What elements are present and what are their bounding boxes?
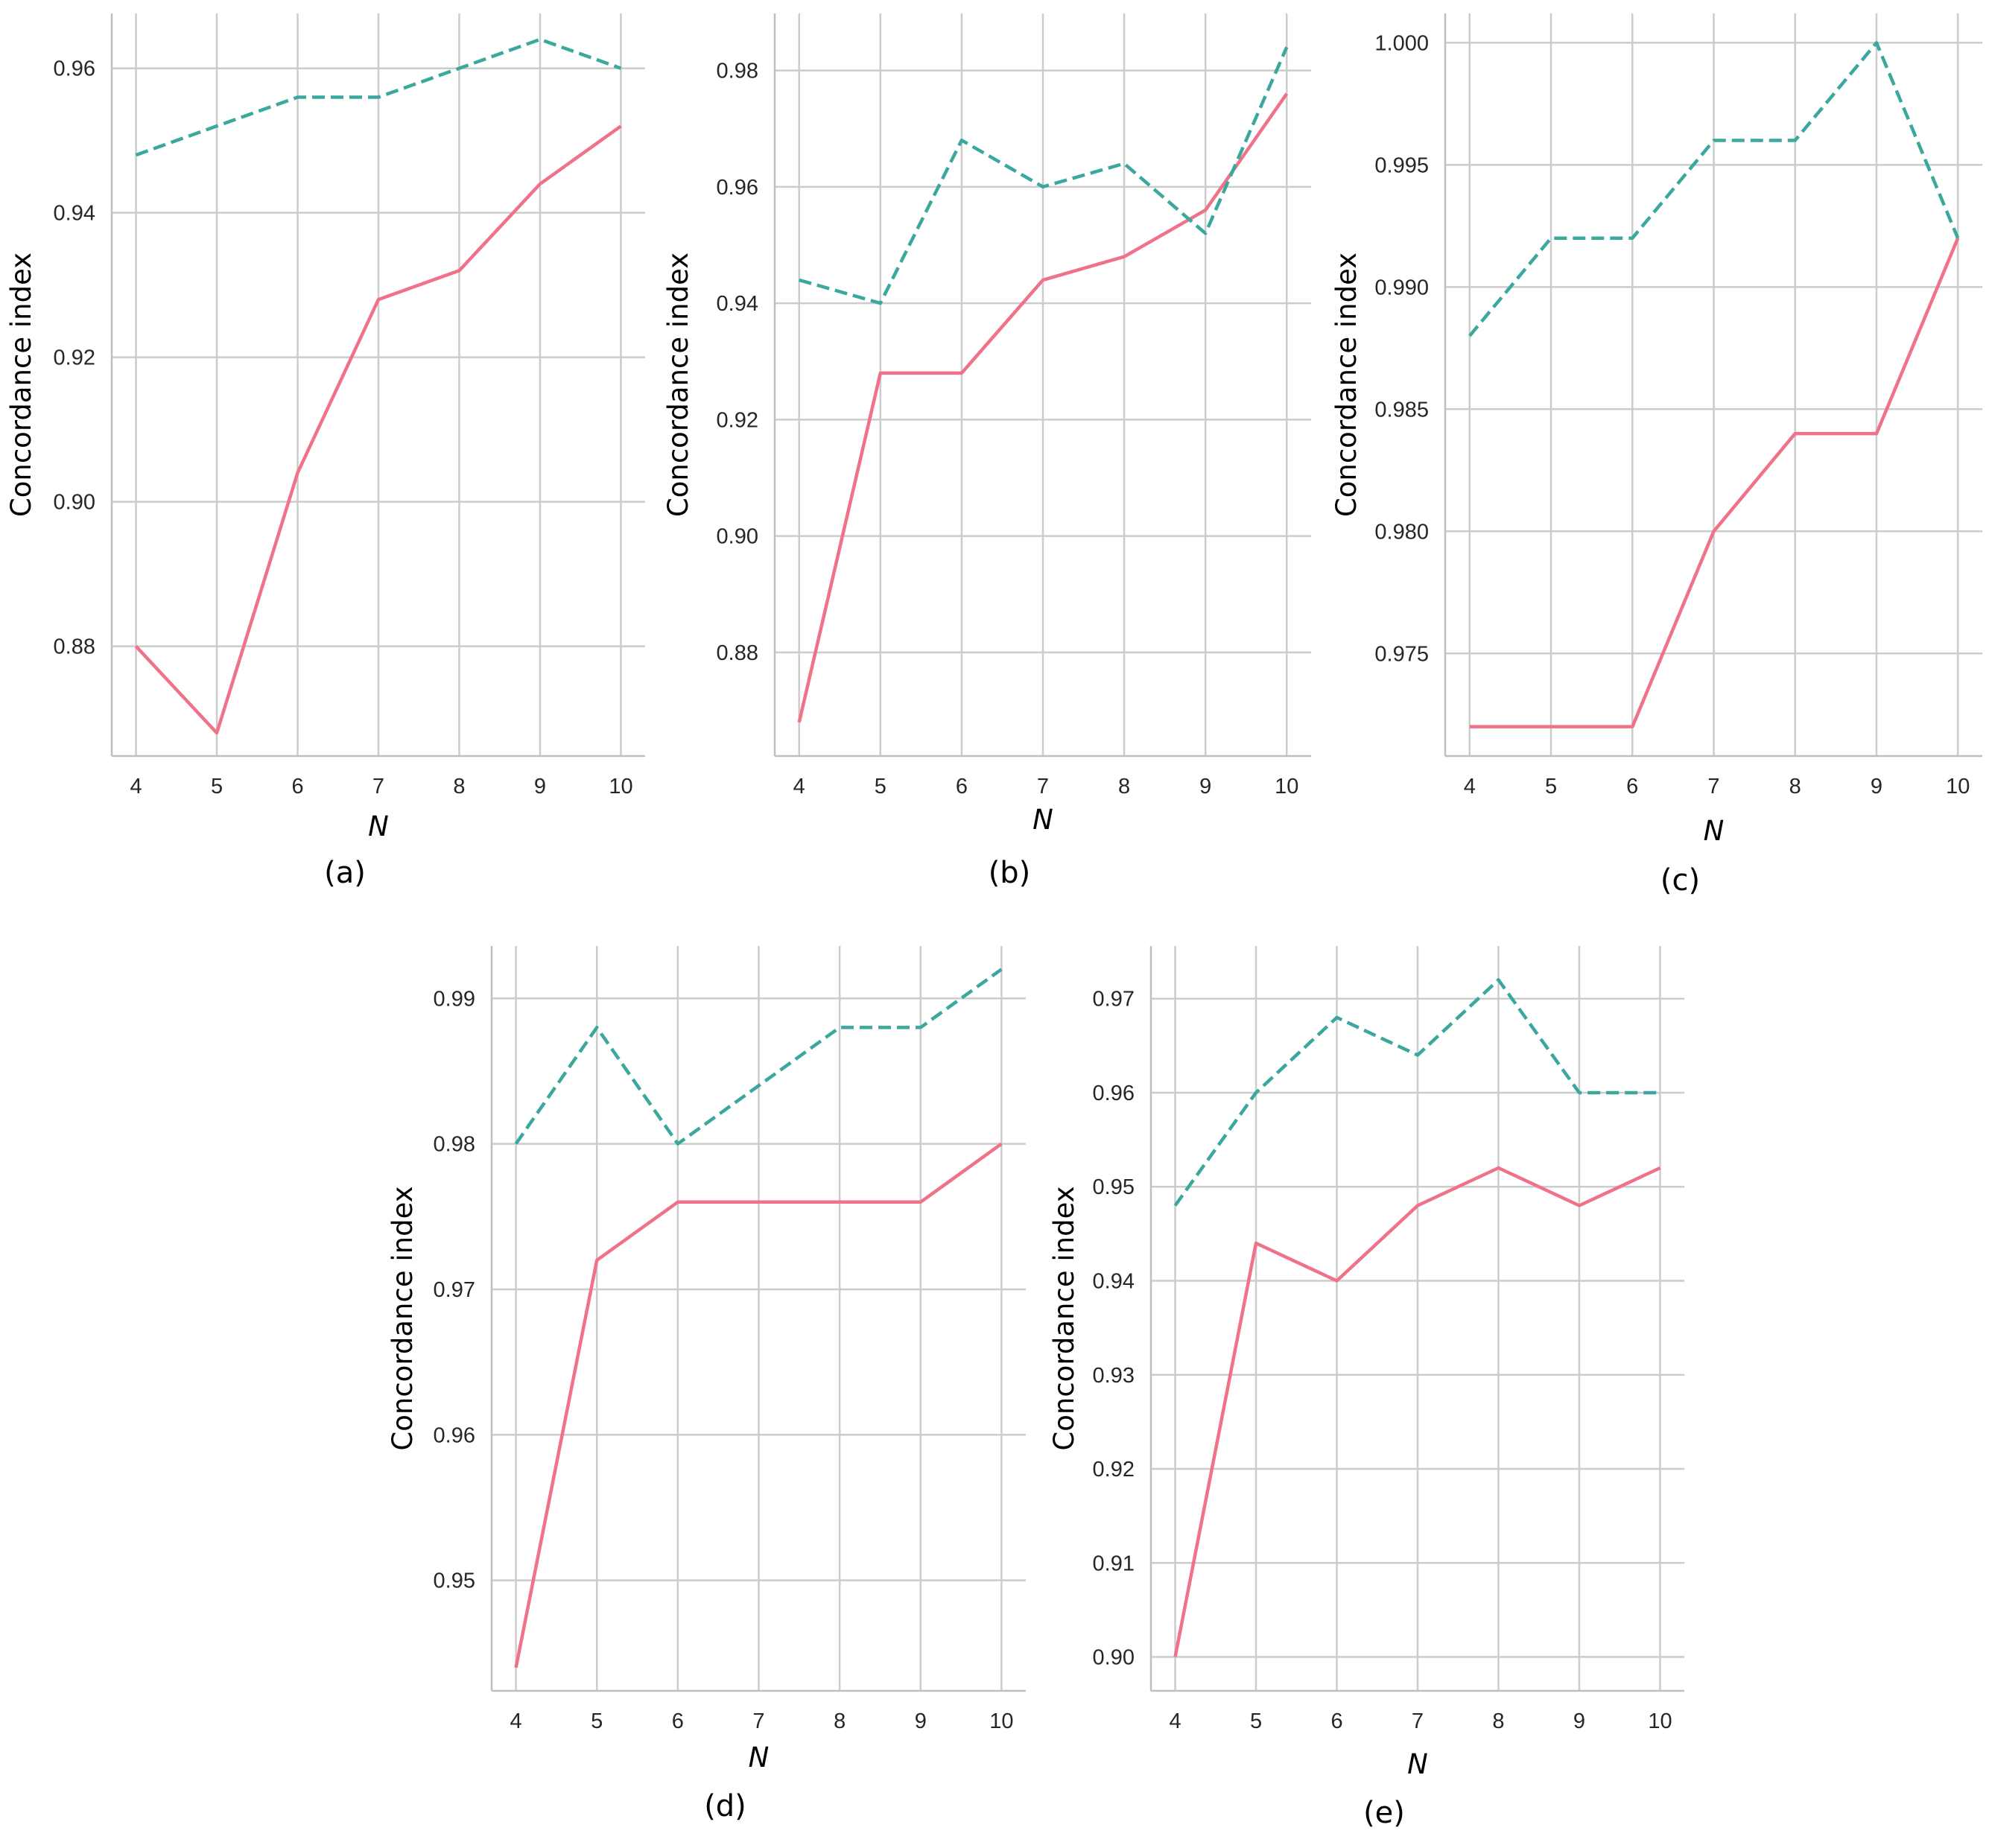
panel-e-ytick-label: 0.97: [1093, 988, 1135, 1012]
panel-d-xlabel: N: [749, 1741, 770, 1774]
panel-b-ylabel: Concordance index: [662, 253, 694, 517]
panel-e-series-solid-line: [1173, 1166, 1661, 1657]
panel-b-xtick-label: 4: [793, 775, 805, 798]
panel-c-ytick-label: 0.985: [1374, 398, 1429, 422]
panel-d-xtick-label: 5: [591, 1709, 603, 1733]
panel-c-caption: (c): [1660, 863, 1700, 898]
panel-e-xtick-label: 9: [1573, 1709, 1585, 1733]
panel-c-xtick-label: 7: [1707, 775, 1719, 798]
chart-panel-b: 0.88 0.90 0.92 0.94 0.96 0.98 4 5 6 7 8 9 10 Concorda…: [662, 13, 1311, 890]
panel-b-xtick-label: 5: [875, 775, 886, 798]
panel-c-ytick-label: 0.980: [1374, 520, 1429, 544]
panel-d-ytick-label: 0.95: [434, 1569, 475, 1593]
chart-panel-e: 0.90 0.91 0.92 0.93 0.94 0.95 0.96 0.97 4 5 6 7 8 9 10…: [1048, 946, 1684, 1830]
panel-b-caption: (b): [989, 856, 1031, 890]
panel-d-series-dashed-line: [514, 968, 1003, 1146]
panel-c-ytick-label: 0.990: [1374, 276, 1429, 299]
panel-e-ytick-label: 0.91: [1093, 1552, 1135, 1575]
panel-a-xtick-label: 6: [291, 775, 303, 798]
panel-e-xlabel: N: [1407, 1748, 1428, 1780]
panel-e-ytick-label: 0.94: [1093, 1269, 1135, 1293]
panel-a-xtick-label: 9: [534, 775, 546, 798]
panel-d-ytick-label: 0.98: [434, 1133, 475, 1157]
panel-e-xtick-label: 8: [1492, 1709, 1504, 1733]
panel-d-ytick-label: 0.99: [434, 987, 475, 1011]
panel-d-series-solid-line: [514, 1142, 1003, 1668]
panel-b-ytick-label: 0.90: [717, 525, 758, 549]
panel-e-series-dashed-line: [1173, 978, 1660, 1207]
panel-c-series-solid-line: [1469, 237, 1960, 728]
panel-d-xtick-label: 10: [989, 1709, 1013, 1733]
chart-panel-d: 0.95 0.96 0.97 0.98 0.99 4 5 6 7 8 9 10 Concordance …: [387, 946, 1026, 1823]
panel-e-xtick-label: 4: [1169, 1709, 1181, 1733]
panel-e-xtick-label: 7: [1412, 1709, 1424, 1733]
panel-c-xtick-label: 6: [1626, 775, 1638, 798]
panel-c-ytick-label: 1.000: [1374, 31, 1429, 55]
panel-d-caption: (d): [704, 1789, 746, 1823]
chart-panel-a: 0.88 0.90 0.92 0.94 0.96 4 5 6 7 8 9 10 Concordance …: [5, 13, 645, 890]
panel-c-ylabel: Concordance index: [1330, 253, 1363, 517]
panel-e-caption: (e): [1363, 1796, 1405, 1830]
panel-a-xtick-label: 10: [609, 775, 632, 798]
panel-b-ytick-label: 0.98: [717, 60, 758, 83]
panel-a-xtick-label: 7: [372, 775, 384, 798]
panel-e-xtick-label: 10: [1648, 1709, 1672, 1733]
panel-e-ytick-label: 0.92: [1093, 1458, 1135, 1482]
panel-d-ytick-label: 0.96: [434, 1423, 475, 1447]
panel-d-ytick-label: 0.97: [434, 1278, 475, 1302]
panel-c-xtick-label: 8: [1789, 775, 1801, 798]
panel-e-ytick-label: 0.95: [1093, 1175, 1135, 1199]
panel-b-xtick-label: 7: [1037, 775, 1049, 798]
panel-a-ylabel: Concordance index: [5, 253, 37, 517]
panel-e-ytick-label: 0.93: [1093, 1364, 1135, 1388]
panel-b-xlabel: N: [1032, 804, 1053, 836]
panel-b-xtick-label: 6: [956, 775, 968, 798]
panel-c-xtick-label: 9: [1871, 775, 1882, 798]
panel-a-xtick-label: 5: [211, 775, 223, 798]
panel-b-series-solid-line: [797, 92, 1289, 723]
panel-a-series-solid-line: [134, 124, 622, 735]
panel-b-ytick-label: 0.92: [717, 408, 758, 432]
panel-c-series-dashed-line: [1468, 41, 1960, 337]
panel-e-ytick-label: 0.90: [1093, 1646, 1135, 1670]
panel-c-xtick-label: 5: [1545, 775, 1557, 798]
panel-a-xtick-label: 8: [453, 775, 465, 798]
panel-d-xtick-label: 4: [510, 1709, 522, 1733]
panel-d-xtick-label: 7: [752, 1709, 764, 1733]
chart-panel-c: 0.975 0.980 0.985 0.990 0.995 1.000 4 5 6 7 8 9 10 Co…: [1330, 13, 1982, 898]
panel-b-xtick-label: 9: [1199, 775, 1211, 798]
panel-a-ytick-label: 0.94: [54, 202, 95, 226]
panel-c-xtick-label: 4: [1464, 775, 1476, 798]
panel-a-ytick-label: 0.96: [54, 57, 95, 81]
panel-a-ytick-label: 0.88: [54, 635, 95, 659]
panel-e-xtick-label: 6: [1330, 1709, 1342, 1733]
panel-b-xtick-label: 10: [1275, 775, 1298, 798]
panel-d-xtick-label: 8: [834, 1709, 846, 1733]
panel-a-ytick-label: 0.90: [54, 491, 95, 515]
panel-c-xlabel: N: [1704, 815, 1725, 847]
panel-e-ylabel: Concordance index: [1048, 1186, 1080, 1450]
panel-c-xtick-label: 10: [1946, 775, 1970, 798]
panel-a-ytick-label: 0.92: [54, 346, 95, 370]
panel-b-ytick-label: 0.96: [717, 176, 758, 200]
panel-b-ytick-label: 0.88: [717, 641, 758, 665]
panel-b-series-dashed-line: [799, 46, 1289, 305]
panel-e-ytick-label: 0.96: [1093, 1082, 1135, 1105]
panel-a-series-dashed-line: [135, 37, 622, 157]
panel-a-xlabel: N: [368, 810, 389, 842]
panel-c-ytick-label: 0.995: [1374, 153, 1429, 177]
panel-a-xtick-label: 4: [130, 775, 142, 798]
panel-b-xtick-label: 8: [1118, 775, 1130, 798]
panel-d-xtick-label: 9: [915, 1709, 927, 1733]
panel-d-ylabel: Concordance index: [387, 1186, 419, 1450]
panel-e-xtick-label: 5: [1250, 1709, 1262, 1733]
panel-a-caption: (a): [324, 856, 366, 890]
panel-c-ytick-label: 0.975: [1374, 642, 1429, 666]
panel-d-xtick-label: 6: [672, 1709, 684, 1733]
panel-b-ytick-label: 0.94: [717, 292, 758, 316]
